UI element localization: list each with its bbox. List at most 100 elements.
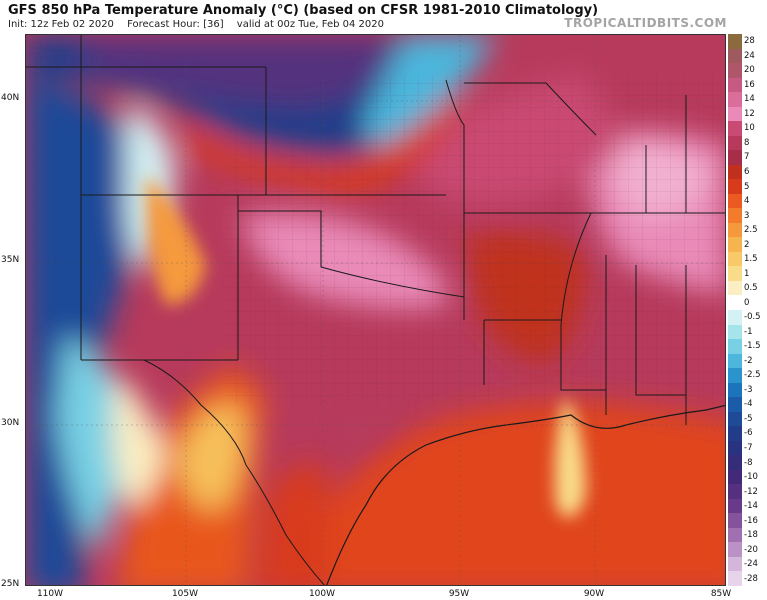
legend-label: 5 [744, 181, 750, 192]
legend-swatch [728, 164, 742, 180]
legend-swatch [728, 324, 742, 340]
legend-label: 16 [744, 79, 755, 90]
legend-swatch [728, 208, 742, 224]
legend-swatch [728, 397, 742, 413]
legend-swatch [728, 237, 742, 253]
legend-label: 3 [744, 210, 750, 221]
lon-label-100w: 100W [308, 589, 336, 599]
legend-swatch [728, 266, 742, 282]
legend-label: 1 [744, 268, 750, 279]
graticule [26, 35, 725, 585]
lon-label-90w: 90W [583, 589, 605, 599]
anomaly-detail [146, 175, 586, 518]
forecast-hour: Forecast Hour: [36] [127, 19, 224, 30]
legend-label: 10 [744, 123, 755, 134]
legend-swatch [728, 484, 742, 500]
legend-label: -5 [744, 413, 753, 424]
legend-swatch [728, 498, 742, 514]
legend-label: 14 [744, 94, 755, 105]
legend-swatch [728, 455, 742, 471]
legend-swatch [728, 48, 742, 64]
lat-label-35n: 35N [1, 255, 20, 265]
legend-swatch [728, 310, 742, 326]
color-legend [728, 34, 742, 587]
legend-label: -4 [744, 399, 753, 410]
map-title: GFS 850 hPa Temperature Anomaly (°C) (ba… [8, 3, 599, 18]
legend-label: -3 [744, 384, 753, 395]
legend-swatch [728, 353, 742, 369]
site-brand[interactable]: TROPICALTIDBITS.COM [564, 16, 727, 30]
legend-label: -14 [744, 501, 758, 512]
lat-label-40n: 40N [1, 93, 20, 103]
legend-label: -7 [744, 443, 753, 453]
legend-swatch [728, 92, 742, 108]
lon-label-95w: 95W [448, 589, 470, 599]
legend-label: -1.5 [744, 341, 761, 352]
lat-label-30n: 30N [1, 418, 20, 428]
legend-swatch [728, 280, 742, 296]
legend-swatch [728, 251, 742, 267]
legend-label: 7 [744, 152, 750, 163]
county-lines [226, 75, 725, 405]
legend-swatch [728, 571, 742, 587]
legend-swatch [728, 513, 742, 529]
lon-label-105w: 105W [171, 589, 199, 599]
legend-swatch [728, 556, 742, 572]
legend-swatch [728, 440, 742, 456]
map-subtitle: Init: 12z Feb 02 2020 Forecast Hour: [36… [8, 19, 394, 30]
legend-swatch [728, 527, 742, 543]
legend-label: -28 [744, 573, 758, 584]
legend-swatch [728, 193, 742, 209]
anomaly-map[interactable] [25, 34, 726, 586]
legend-label: 2.5 [744, 225, 758, 236]
legend-label: 20 [744, 65, 755, 76]
legend-swatch [728, 77, 742, 93]
legend-label: -8 [744, 457, 753, 468]
legend-label: -10 [744, 472, 758, 483]
init-time: Init: 12z Feb 02 2020 [8, 19, 114, 30]
legend-label: -1 [744, 326, 753, 337]
legend-swatch [728, 106, 742, 122]
legend-swatch [728, 179, 742, 195]
lon-label-110w: 110W [36, 589, 64, 599]
legend-label: -18 [744, 530, 758, 541]
legend-label: 8 [744, 137, 750, 148]
lat-label-25n: 25N [1, 579, 20, 589]
legend-label: 24 [744, 50, 755, 61]
legend-label: -24 [744, 559, 758, 570]
legend-swatch [728, 222, 742, 238]
legend-label: -6 [744, 428, 753, 439]
legend-swatch [728, 411, 742, 427]
legend-label: -12 [744, 486, 758, 497]
legend-label: 6 [744, 167, 750, 177]
legend-label: 0 [744, 297, 750, 308]
legend-swatch [728, 121, 742, 137]
legend-swatch [728, 469, 742, 485]
legend-swatch [728, 339, 742, 355]
legend-swatch [728, 34, 742, 50]
legend-swatch [728, 368, 742, 384]
legend-swatch [728, 542, 742, 558]
legend-label: -2.5 [744, 370, 761, 381]
legend-label: 2 [744, 239, 750, 250]
state-borders [26, 35, 725, 585]
legend-label: -16 [744, 515, 758, 526]
lon-label-85w: 85W [710, 589, 732, 599]
legend-label: 28 [744, 36, 755, 47]
legend-swatch [728, 135, 742, 151]
header: GFS 850 hPa Temperature Anomaly (°C) (ba… [0, 0, 767, 34]
legend-swatch [728, 150, 742, 166]
legend-label: 0.5 [744, 283, 758, 294]
map-canvas [26, 35, 725, 585]
legend-swatch [728, 295, 742, 311]
legend-label: -20 [744, 544, 758, 555]
legend-swatch [728, 63, 742, 79]
gulf-coastline [326, 404, 725, 585]
legend-label: -2 [744, 355, 753, 366]
legend-label: 4 [744, 196, 750, 207]
legend-swatch [728, 382, 742, 398]
legend-label: 1.5 [744, 254, 758, 265]
valid-time: valid at 00z Tue, Feb 04 2020 [236, 19, 384, 30]
legend-label: -0.5 [744, 312, 761, 323]
legend-swatch [728, 426, 742, 442]
